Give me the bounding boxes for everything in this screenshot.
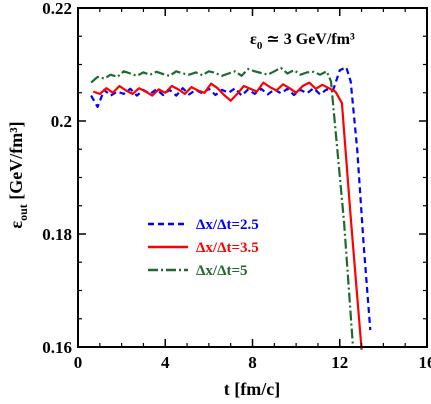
- series-line-3: [90, 66, 354, 345]
- y-axis-title-units: [GeV/fm³]: [6, 121, 26, 204]
- x-axis-title: t [fm/c]: [224, 379, 280, 399]
- x-tick-label: 8: [248, 353, 257, 372]
- annotation-symbol: ε: [250, 31, 257, 48]
- legend-label-1: Δx/Δt=2.5: [196, 217, 259, 233]
- x-tick-label: 0: [74, 353, 83, 372]
- legend: Δx/Δt=2.5 Δx/Δt=3.5 Δx/Δt=5: [148, 217, 259, 279]
- y-axis-title-subscript: out: [16, 204, 30, 221]
- plot-frame: [77, 7, 428, 348]
- annotation-subscript: 0: [257, 40, 263, 52]
- x-tick-label: 4: [161, 353, 170, 372]
- x-tick-label: 16: [419, 353, 431, 372]
- axes-layer: 0 4 8 12 16 0.16 0.18 0.2 0.22: [42, 0, 431, 372]
- series-line-1: [90, 66, 372, 331]
- series-layer: [90, 66, 372, 350]
- y-tick-label: 0.16: [42, 338, 72, 357]
- y-tick-label: 0.18: [42, 225, 72, 244]
- series-line-2: [92, 81, 363, 350]
- legend-label-2: Δx/Δt=3.5: [196, 240, 259, 256]
- y-tick-label: 0.22: [42, 0, 72, 18]
- annotation-epsilon0: ε0 ≃ 3 GeV/fm³: [250, 31, 355, 52]
- x-tick-label: 12: [331, 353, 348, 372]
- y-axis-title: εout [GeV/fm³]: [6, 121, 30, 228]
- y-axis-title-symbol: ε: [6, 221, 26, 229]
- y-tick-label: 0.2: [51, 112, 72, 131]
- annotation-text: ≃ 3 GeV/fm³: [262, 31, 355, 48]
- legend-label-3: Δx/Δt=5: [196, 263, 248, 279]
